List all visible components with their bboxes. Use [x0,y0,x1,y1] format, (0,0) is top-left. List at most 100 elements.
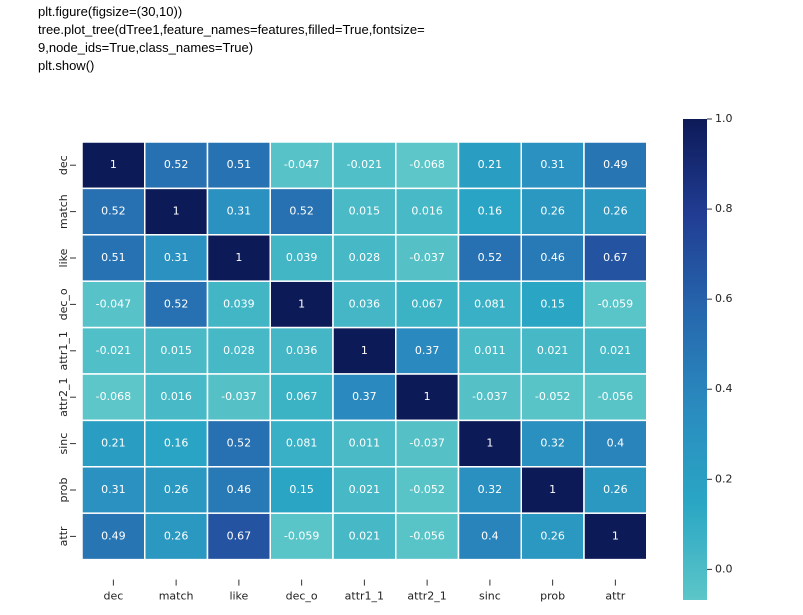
y-tick-label: dec [57,155,70,175]
y-tick-label: dec_o [57,288,70,320]
y-tick-label: sinc [57,433,70,455]
heatmap-cell [206,187,271,236]
cell-label: 0.46 [227,483,252,496]
cell-label: 0.067 [411,297,443,310]
cell-label: -0.068 [96,390,131,403]
heatmap-cell [583,141,648,190]
cell-label: -0.056 [409,529,444,542]
cell-label: 0.16 [478,205,503,218]
x-tick-label: like [229,590,248,603]
cell-label: 0.011 [349,437,381,450]
cell-label: 1 [424,390,431,403]
cell-label: 0.15 [289,483,314,496]
cell-label: 0.31 [227,205,252,218]
cell-label: 0.32 [540,437,565,450]
cell-label: 0.036 [349,297,381,310]
heatmap-cell [144,326,209,375]
cell-label: 1 [486,437,493,450]
cell-label: 0.011 [474,344,506,357]
heatmap-cell [520,373,585,422]
heatmap-cell [520,187,585,236]
cell-label: 0.028 [349,251,381,264]
cell-label: -0.059 [284,529,319,542]
heatmap-cell [395,141,460,190]
colorbar-tick-label: 1.0 [715,112,733,125]
heatmap-cell [457,326,522,375]
heatmap-cell [332,512,397,561]
colorbar-tick-label: 0.8 [715,202,733,215]
heatmap-cell [583,419,648,468]
x-tick-label: attr2_1 [407,590,446,603]
cell-label: 0.021 [537,344,569,357]
cell-label: 0.4 [607,437,625,450]
heatmap-cell [269,419,334,468]
heatmap-cell [583,373,648,422]
heatmap-cell [206,280,271,329]
heatmap-cell [206,234,271,282]
colorbar [683,119,707,600]
cell-label: 1 [110,158,117,171]
cell-label: 0.52 [101,205,126,218]
y-tick-label: attr1_1 [57,331,70,370]
x-tick-label: dec [103,590,123,603]
cell-label: -0.052 [409,483,444,496]
heatmap-cell [583,280,648,329]
code-line: plt.show() [38,58,95,73]
code-line: 9,node_ids=True,class_names=True) [38,40,254,55]
cell-label: 0.67 [227,529,252,542]
cell-label: 0.4 [481,529,499,542]
heatmap-cell [457,419,522,468]
y-tick-label: like [57,248,70,267]
cell-label: -0.037 [221,390,256,403]
x-tick-label: prob [540,590,565,603]
heatmap-cell [206,141,271,190]
cell-label: 0.26 [164,483,189,496]
heatmap-cell [332,419,397,468]
cell-label: 0.015 [160,344,192,357]
heatmap-cell [395,187,460,236]
cell-label: 0.26 [603,205,628,218]
x-tick-label: attr [605,590,625,603]
cell-label: -0.052 [535,390,570,403]
colorbar-tick-label: 0.6 [715,292,733,305]
cell-label: 0.021 [349,483,381,496]
cell-label: 0.26 [164,529,189,542]
cell-label: 0.067 [286,390,318,403]
cell-label: -0.021 [347,158,382,171]
heatmap-cell [332,141,397,190]
colorbar-tick-label: 0.0 [715,562,733,575]
cell-label: 0.021 [349,529,381,542]
cell-label: -0.037 [409,251,444,264]
cell-label: 0.67 [603,251,628,264]
heatmap-cell [583,512,648,561]
cell-label: 0.52 [164,158,189,171]
heatmap-cell [332,466,397,514]
heatmap-cell [583,326,648,375]
cell-label: 0.51 [101,251,126,264]
cell-label: 0.46 [540,251,565,264]
heatmap-cell [206,512,271,561]
y-tick-label: match [57,194,70,229]
heatmap-cell [144,234,209,282]
heatmap-cell [206,466,271,514]
heatmap-cell [332,234,397,282]
heatmap-cell [81,187,146,236]
cell-label: 0.52 [164,297,189,310]
y-tick-label: prob [57,477,70,502]
heatmap-cell [457,512,522,561]
cell-label: 0.039 [223,297,255,310]
heatmap-cell [520,466,585,514]
heatmap-cell [457,187,522,236]
cell-label: -0.021 [96,344,131,357]
cell-label: 0.52 [478,251,503,264]
heatmap-cell [520,419,585,468]
cell-label: 0.26 [540,205,565,218]
heatmap-cell [206,419,271,468]
heatmap-cell [269,512,334,561]
cell-label: -0.037 [472,390,507,403]
cell-label: 0.016 [411,205,443,218]
cell-label: 0.37 [415,344,440,357]
heatmap-cell [395,512,460,561]
cell-label: 0.081 [286,437,318,450]
